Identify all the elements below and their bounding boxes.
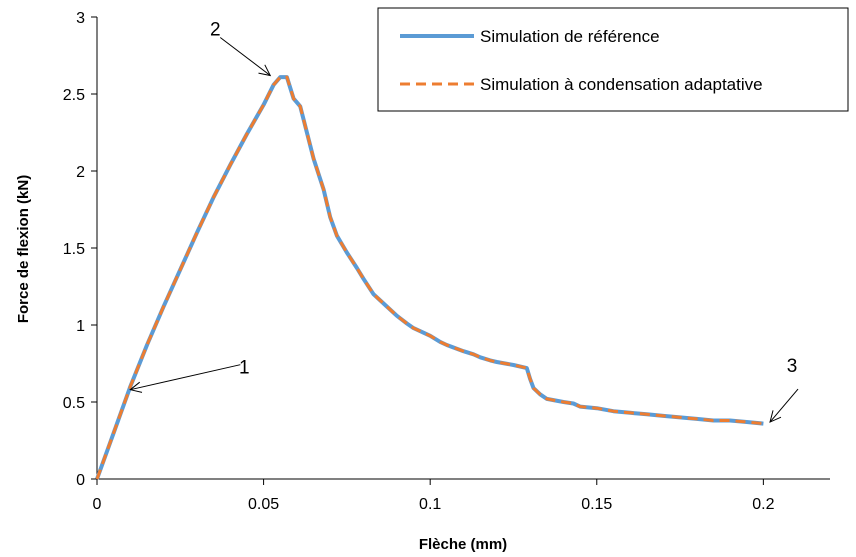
legend: Simulation de référence Simulation à con…: [377, 7, 849, 112]
annotation-2: 2: [210, 20, 272, 77]
y-tick-label: 0: [76, 472, 85, 489]
annotation-arrow: [219, 37, 271, 76]
x-tick-label: 0.1: [419, 496, 441, 513]
x-tick-label: 0.05: [248, 496, 279, 513]
annotation-3: 3: [769, 356, 799, 423]
annotation-label: 2: [210, 20, 221, 41]
series-group: [95, 75, 764, 480]
axes: 0 0.05 0.1 0.15 0.2 0 0.5 1 1.5 2 2.5 3: [63, 10, 830, 513]
x-tick-label: 0.2: [752, 496, 774, 513]
y-tick-label: 1: [76, 318, 85, 335]
series-line-adaptive: [95, 75, 764, 480]
y-tick-label: 2: [76, 164, 85, 181]
annotation-arrow: [130, 364, 241, 391]
y-tick-label: 1.5: [63, 241, 85, 258]
annotation-label: 1: [239, 358, 250, 379]
annotation-arrowhead: [129, 381, 143, 393]
x-tick-label: 0.15: [581, 496, 612, 513]
legend-box: [377, 7, 849, 112]
y-axis-title: Force de flexion (kN): [15, 175, 32, 323]
annotations: 1 2 3: [129, 20, 799, 423]
series-line-reference: [95, 75, 764, 480]
y-tick-label: 0.5: [63, 395, 85, 412]
y-tick-label: 2.5: [63, 87, 85, 104]
legend-label-adaptive: Simulation à condensation adaptative: [480, 75, 763, 94]
annotation-arrowhead: [769, 410, 782, 423]
y-tick-label: 3: [76, 10, 85, 27]
annotation-1: 1: [129, 358, 250, 393]
x-axis-title: Flèche (mm): [419, 536, 507, 553]
annotation-arrow: [769, 388, 799, 423]
legend-label-reference: Simulation de référence: [480, 27, 660, 46]
x-tick-label: 0: [93, 496, 102, 513]
annotation-label: 3: [787, 356, 798, 377]
annotation-arrowhead: [258, 64, 272, 77]
